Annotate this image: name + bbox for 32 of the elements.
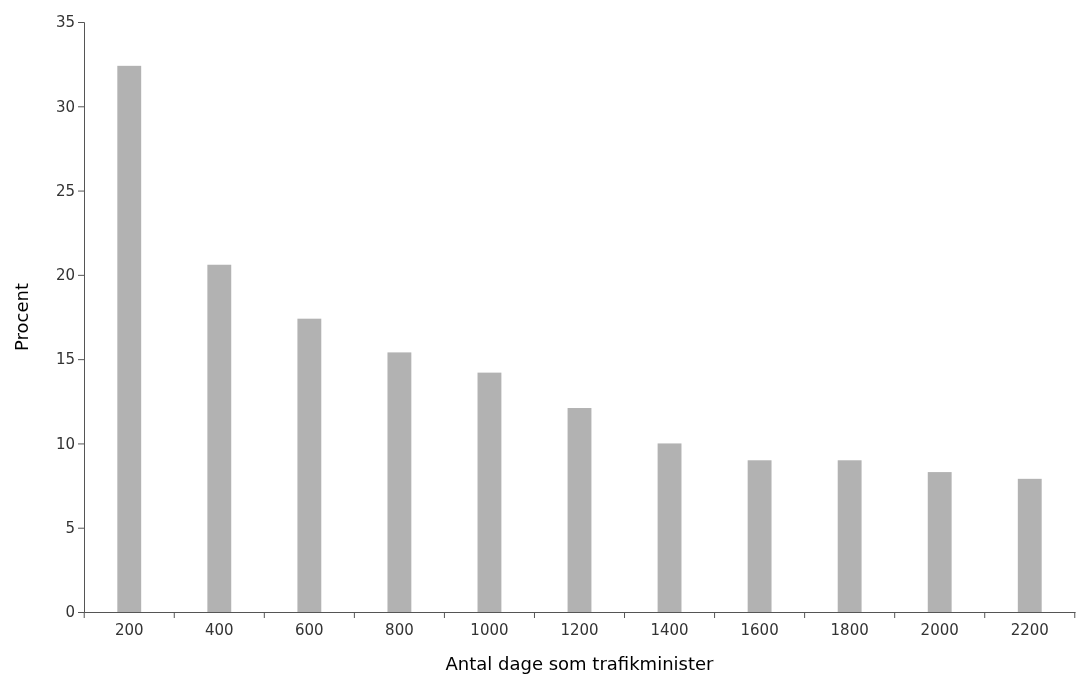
y-tick-label: 0: [65, 603, 75, 622]
x-tick-label: 600: [295, 620, 324, 639]
x-tick-label: 1000: [470, 620, 509, 639]
bar: [657, 443, 682, 612]
bar: [477, 372, 502, 612]
y-tick-label: 10: [55, 434, 75, 453]
bar: [207, 264, 232, 612]
bar: [117, 65, 142, 612]
y-tick-label: 15: [55, 350, 75, 369]
bar: [927, 472, 952, 612]
y-tick-label: 20: [55, 266, 75, 285]
bar: [297, 318, 322, 612]
y-tick-label: 5: [65, 519, 75, 538]
x-tick-label: 1400: [650, 620, 689, 639]
bar: [837, 460, 862, 612]
x-tick-label: 200: [114, 620, 144, 639]
x-tick-label: 2000: [920, 620, 959, 639]
x-tick-label: 2200: [1010, 620, 1049, 639]
x-axis-title: Antal dage som trafikminister: [445, 653, 715, 674]
y-axis-title: Procent: [11, 283, 32, 351]
x-tick-label: 1600: [740, 620, 779, 639]
y-tick-label: 35: [55, 13, 75, 32]
y-tick-label: 25: [55, 181, 75, 200]
x-tick-label: 1200: [560, 620, 599, 639]
x-tick-label: 400: [204, 620, 234, 639]
bar: [747, 460, 772, 612]
bar: [1017, 478, 1042, 612]
x-tick-label: 800: [385, 620, 414, 639]
bar: [567, 408, 592, 612]
x-tick-label: 1800: [830, 620, 869, 639]
y-tick-label: 30: [55, 97, 75, 116]
bar: [387, 352, 412, 612]
